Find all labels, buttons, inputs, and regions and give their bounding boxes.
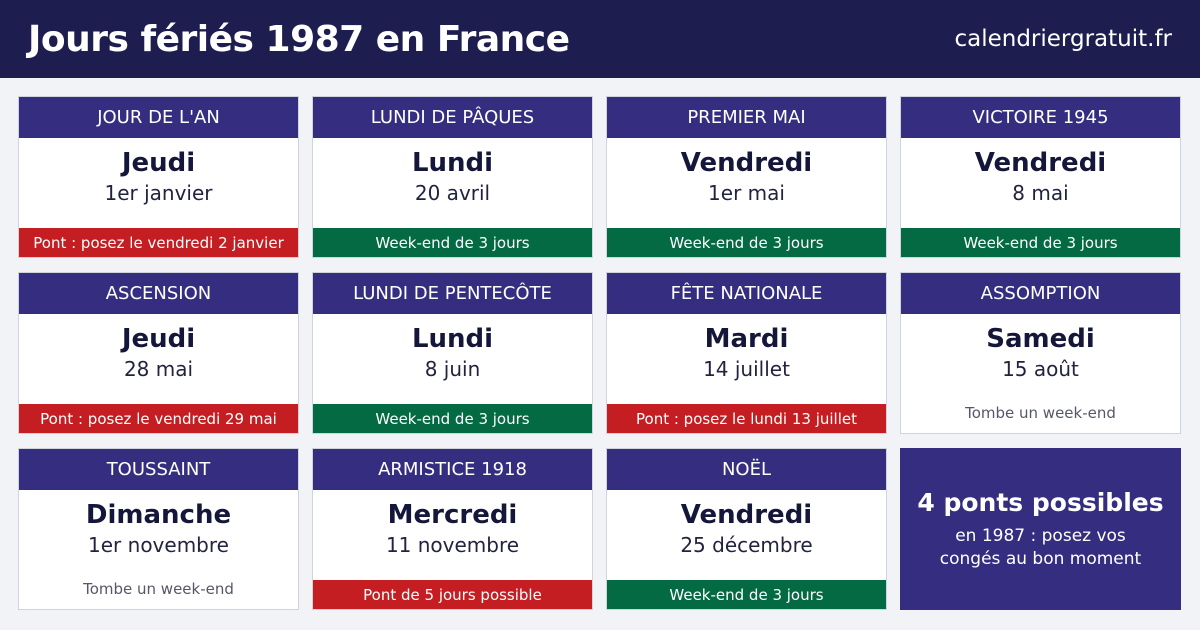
- holiday-card: LUNDI DE PÂQUES Lundi 20 avril Week-end …: [312, 96, 593, 258]
- holiday-note: Week-end de 3 jours: [901, 228, 1180, 257]
- holiday-name: LUNDI DE PENTECÔTE: [313, 273, 592, 314]
- holiday-weekday: Jeudi: [121, 148, 196, 178]
- holiday-weekday: Dimanche: [85, 500, 232, 530]
- holiday-note: Week-end de 3 jours: [607, 228, 886, 257]
- holiday-note: Week-end de 3 jours: [313, 228, 592, 257]
- holiday-name: TOUSSAINT: [19, 449, 298, 490]
- holiday-weekday: Lundi: [411, 148, 494, 178]
- holiday-grid: JOUR DE L'AN Jeudi 1er janvier Pont : po…: [18, 96, 1181, 610]
- holiday-name: LUNDI DE PÂQUES: [313, 97, 592, 138]
- holiday-weekday: Lundi: [411, 324, 494, 354]
- holiday-date: 14 juillet: [703, 357, 790, 381]
- page-header: Jours fériés 1987 en France calendriergr…: [0, 0, 1200, 78]
- holiday-card: ASSOMPTION Samedi 15 août Tombe un week-…: [900, 272, 1181, 434]
- holiday-weekday: Vendredi: [680, 148, 813, 178]
- holiday-note: Tombe un week-end: [965, 403, 1116, 422]
- holiday-name: FÊTE NATIONALE: [607, 273, 886, 314]
- holiday-card: VICTOIRE 1945 Vendredi 8 mai Week-end de…: [900, 96, 1181, 258]
- holiday-weekday: Mercredi: [387, 500, 518, 530]
- holiday-date: 8 juin: [424, 357, 481, 381]
- summary-text: en 1987 : posez vos congés au bon moment: [939, 526, 1142, 569]
- holiday-name: NOËL: [607, 449, 886, 490]
- holiday-name: PREMIER MAI: [607, 97, 886, 138]
- holiday-card: NOËL Vendredi 25 décembre Week-end de 3 …: [606, 448, 887, 610]
- holiday-note: Tombe un week-end: [83, 579, 234, 598]
- holiday-card: ASCENSION Jeudi 28 mai Pont : posez le v…: [18, 272, 299, 434]
- holiday-card: PREMIER MAI Vendredi 1er mai Week-end de…: [606, 96, 887, 258]
- holiday-name: JOUR DE L'AN: [19, 97, 298, 138]
- holiday-weekday: Vendredi: [680, 500, 813, 530]
- holiday-note: Week-end de 3 jours: [313, 404, 592, 433]
- holiday-date: 15 août: [1002, 357, 1079, 381]
- holiday-note: Week-end de 3 jours: [607, 580, 886, 609]
- holiday-name: ASCENSION: [19, 273, 298, 314]
- holiday-card: FÊTE NATIONALE Mardi 14 juillet Pont : p…: [606, 272, 887, 434]
- holiday-card: ARMISTICE 1918 Mercredi 11 novembre Pont…: [312, 448, 593, 610]
- holiday-name: ASSOMPTION: [901, 273, 1180, 314]
- holiday-note: Pont de 5 jours possible: [313, 580, 592, 609]
- holiday-weekday: Samedi: [986, 324, 1095, 354]
- holiday-date: 1er novembre: [88, 533, 229, 557]
- holiday-note: Pont : posez le vendredi 29 mai: [19, 404, 298, 433]
- holiday-date: 25 décembre: [680, 533, 813, 557]
- holiday-weekday: Jeudi: [121, 324, 196, 354]
- holiday-date: 1er janvier: [104, 181, 213, 205]
- holiday-name: VICTOIRE 1945: [901, 97, 1180, 138]
- holiday-card: TOUSSAINT Dimanche 1er novembre Tombe un…: [18, 448, 299, 610]
- summary-title: 4 ponts possibles: [917, 488, 1164, 517]
- holiday-weekday: Mardi: [704, 324, 789, 354]
- site-name[interactable]: calendriergratuit.fr: [954, 26, 1172, 52]
- holiday-date: 11 novembre: [385, 533, 520, 557]
- holiday-weekday: Vendredi: [974, 148, 1107, 178]
- holiday-date: 28 mai: [123, 357, 194, 381]
- holiday-date: 8 mai: [1012, 181, 1069, 205]
- holiday-name: ARMISTICE 1918: [313, 449, 592, 490]
- summary-card: 4 ponts possibles en 1987 : posez vos co…: [900, 448, 1181, 610]
- holiday-date: 1er mai: [708, 181, 785, 205]
- holiday-date: 20 avril: [414, 181, 491, 205]
- holiday-note: Pont : posez le vendredi 2 janvier: [19, 228, 298, 257]
- holiday-card: JOUR DE L'AN Jeudi 1er janvier Pont : po…: [18, 96, 299, 258]
- page-title: Jours fériés 1987 en France: [28, 18, 570, 60]
- holiday-card: LUNDI DE PENTECÔTE Lundi 8 juin Week-end…: [312, 272, 593, 434]
- holiday-note: Pont : posez le lundi 13 juillet: [607, 404, 886, 433]
